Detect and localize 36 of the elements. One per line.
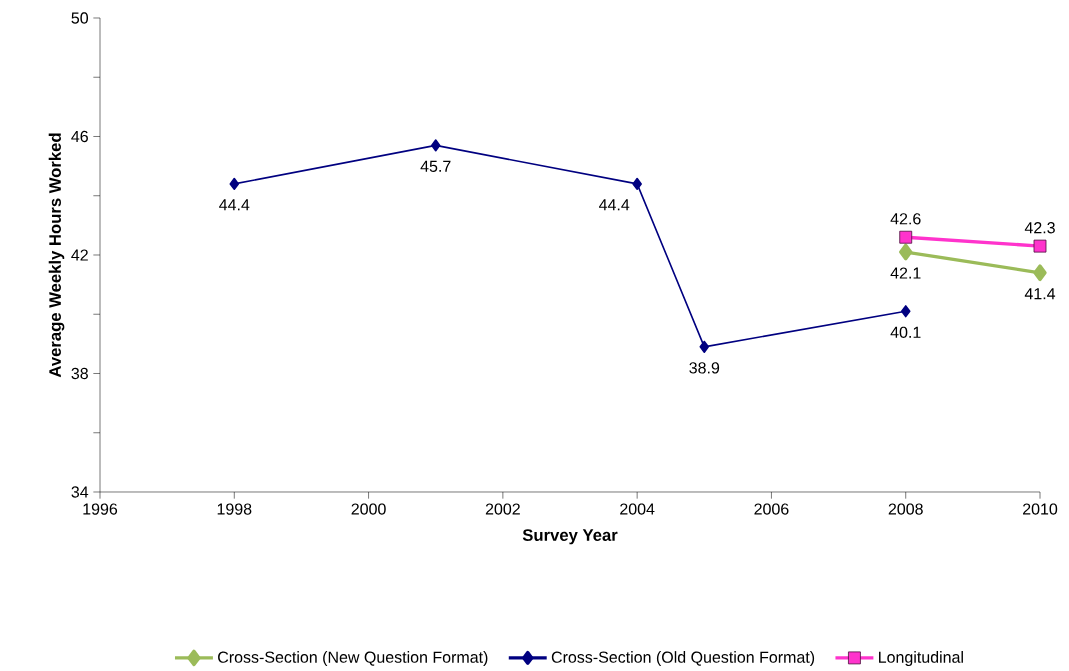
data-label: 42.1: [890, 267, 921, 279]
x-axis-title: Survey Year: [522, 529, 618, 545]
legend-label: Cross-Section (New Question Format): [218, 651, 488, 667]
x-tick-label: 1996: [83, 503, 118, 515]
point: [1033, 239, 1047, 253]
y-tick-label: 38: [71, 367, 88, 380]
data-label: 44.4: [219, 199, 250, 211]
point: [899, 243, 913, 261]
data-label: 42.6: [890, 213, 921, 225]
x-tick-label: 2004: [620, 503, 655, 515]
y-tick-label: 50: [71, 12, 89, 24]
data-label: 45.7: [420, 160, 451, 172]
legend-label: Longitudinal: [879, 651, 963, 667]
data-label: 41.4: [1024, 288, 1056, 300]
data-label: 42.3: [1024, 222, 1055, 234]
point: [900, 305, 911, 318]
point: [430, 139, 441, 152]
x-tick-label: 2006: [754, 503, 789, 515]
legend-label: Cross-Section (Old Question Format): [551, 651, 815, 667]
x-tick-label: 2008: [888, 503, 923, 515]
y-tick-label: 46: [71, 130, 88, 143]
data-label: 38.9: [689, 362, 720, 374]
data-label: 44.4: [599, 199, 630, 211]
y-tick-label: 34: [71, 486, 89, 498]
y-tick-label: 42: [71, 249, 88, 261]
x-tick-label: 1998: [217, 503, 252, 515]
point: [699, 340, 710, 353]
data-label: 40.1: [890, 326, 921, 338]
point: [899, 230, 913, 244]
y-axis-title: Average Weekly Hours Worked: [48, 133, 65, 378]
x-tick-label: 2002: [485, 503, 520, 515]
point: [229, 177, 240, 191]
point: [1033, 264, 1047, 282]
x-tick-label: 2010: [1023, 503, 1058, 515]
x-tick-label: 2000: [351, 503, 386, 515]
point: [632, 177, 642, 191]
